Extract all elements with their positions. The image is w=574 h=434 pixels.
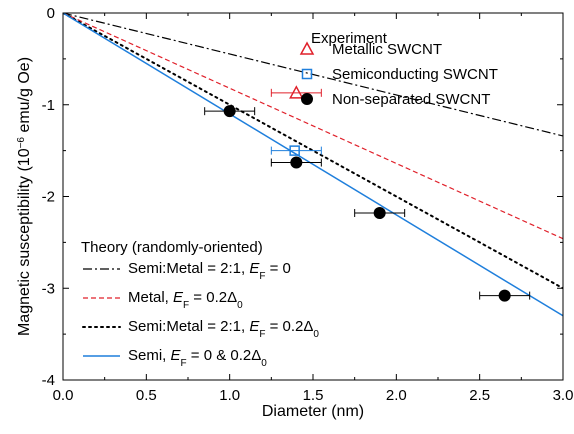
theory-legend-entry-4: Semi, EF = 0 & 0.2Δ0	[128, 347, 267, 369]
theory-lines	[63, 13, 563, 317]
legend-entry-3: Non-separated SWCNT	[332, 91, 490, 108]
data-point-3-2	[290, 156, 303, 169]
theory-line-2	[63, 13, 563, 240]
x-axis-label: Diameter (nm)	[262, 403, 364, 420]
y-tick-label: -1	[42, 97, 55, 114]
x-tick-label: 2.0	[386, 387, 407, 404]
theory-legend-entry-3: Semi:Metal = 2:1, EF = 0.2Δ0	[128, 318, 319, 340]
data-point-3-4	[498, 289, 511, 302]
y-tick-label: -4	[42, 372, 55, 389]
legend-marker-1	[299, 41, 315, 55]
x-tick-label: 0.5	[136, 387, 157, 404]
plot-area	[63, 13, 563, 317]
legend-entry-1: Metallic SWCNT	[332, 41, 442, 58]
theory-legend: Theory (randomly-oriented) Semi:Metal = 2…	[81, 239, 319, 369]
y-tick-label: -2	[42, 189, 55, 206]
data-point-2-1	[289, 145, 300, 156]
experiment-legend-title: Experiment	[311, 30, 388, 47]
theory-line-3	[63, 13, 563, 290]
x-tick-label: 2.5	[469, 387, 490, 404]
data-point-3-1	[223, 105, 236, 118]
axes: 0.0 0.5 1.0 1.5 2.0 2.5 3.0 0 -1 -2 -3 -4 Diameter (…	[16, 5, 574, 420]
y-axis-label: Magnetic susceptibility (10−6 emu/g Oe)	[16, 57, 34, 336]
legend-entry-2: Semiconducting SWCNT	[332, 66, 498, 83]
x-tick-label: 0.0	[53, 387, 74, 404]
theory-legend-entry-1: Semi:Metal = 2:1, EF = 0	[128, 260, 291, 282]
theory-line-4	[63, 13, 563, 317]
legend-marker-2	[301, 68, 313, 80]
y-tick-label: -3	[42, 280, 55, 297]
theory-line-1	[63, 13, 563, 137]
x-tick-label: 1.5	[303, 387, 324, 404]
theory-legend-entry-2: Metal, EF = 0.2Δ0	[128, 289, 243, 311]
data-point-3-3	[373, 207, 386, 220]
y-tick-label: 0	[47, 5, 55, 22]
x-tick-label: 3.0	[553, 387, 574, 404]
legend-marker-3	[301, 93, 313, 105]
data-point-1-1	[289, 85, 304, 99]
theory-legend-title: Theory (randomly-oriented)	[81, 239, 263, 256]
x-tick-label: 1.0	[219, 387, 240, 404]
